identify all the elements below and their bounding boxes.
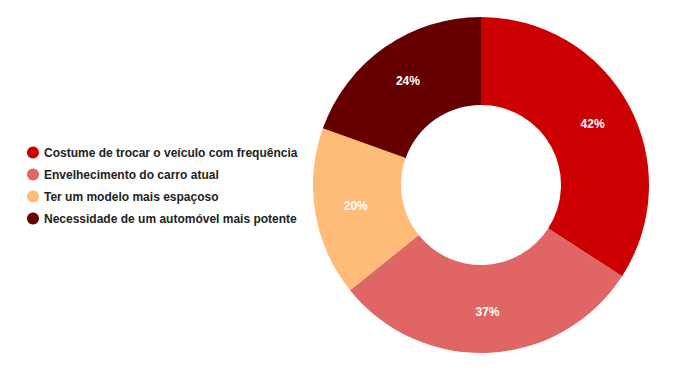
svg-text:42%: 42% [581, 117, 605, 131]
svg-text:Costume de trocar o veículo co: Costume de trocar o veículo com frequênc… [44, 146, 298, 160]
svg-text:Ter um modelo mais espaçoso: Ter um modelo mais espaçoso [44, 190, 219, 204]
svg-text:24%: 24% [396, 74, 420, 88]
svg-text:37%: 37% [475, 305, 499, 319]
svg-text:Envelhecimento do carro atual: Envelhecimento do carro atual [44, 168, 219, 182]
svg-text:20%: 20% [344, 199, 368, 213]
svg-text:Necessidade de um automóvel ma: Necessidade de um automóvel mais potente [44, 212, 297, 226]
